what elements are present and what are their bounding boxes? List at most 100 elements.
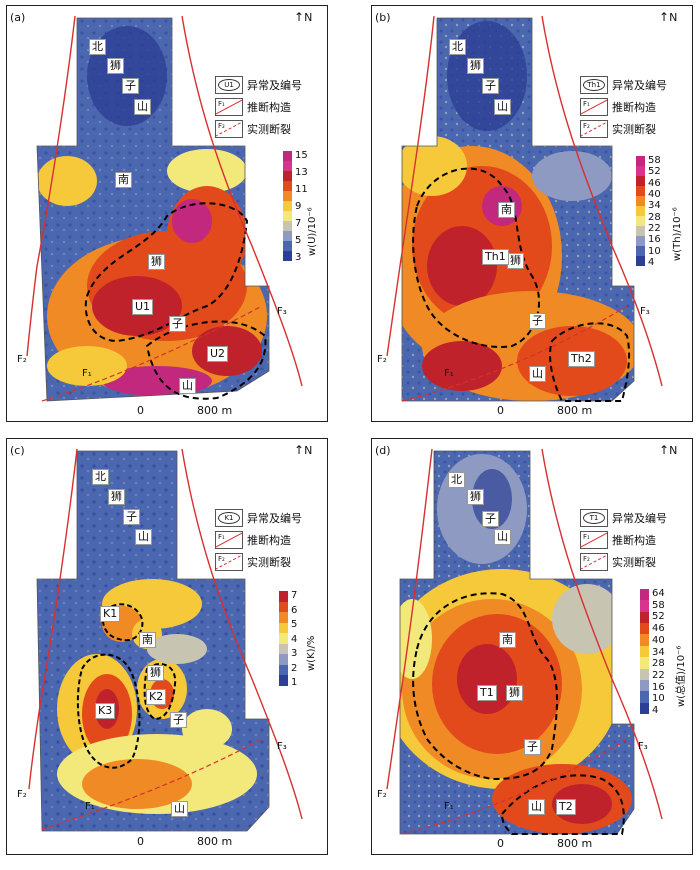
- colorbar-tick-label: 7: [291, 590, 298, 601]
- north-label: N: [304, 11, 313, 24]
- colorbar-tick-label: 10: [652, 693, 665, 705]
- place-name: 狮: [467, 58, 484, 74]
- fault-label: F₁: [82, 368, 92, 379]
- anomaly-label: T2: [556, 799, 576, 815]
- place-name: 南: [498, 202, 515, 218]
- colorbar-segment: [636, 196, 645, 206]
- scale-bar: 0 800 m: [135, 835, 245, 854]
- colorbar-segment: [636, 226, 645, 236]
- colorbar-tick-label: 1: [291, 677, 298, 688]
- fault-label: F₁: [444, 368, 454, 379]
- place-name: 山: [494, 529, 511, 545]
- colorbar-tick-label: 28: [652, 658, 665, 670]
- legend: K1 异常及编号 F₁ 推断构造 F₂ 实测断裂: [215, 507, 325, 573]
- place-name: 狮: [506, 685, 523, 701]
- colorbar-segment: [283, 211, 292, 221]
- colorbar-segment: [283, 191, 292, 201]
- fault-label: F₂: [17, 789, 27, 800]
- north-arrow: ↑N: [659, 443, 677, 457]
- colorbar-segment: [640, 611, 649, 624]
- panel-label: (d): [375, 444, 391, 457]
- panel-label: (a): [10, 11, 26, 24]
- north-arrow-icon: ↑: [294, 443, 305, 457]
- inferred-fault-icon: F₁: [580, 98, 608, 116]
- place-name: 南: [139, 632, 156, 648]
- inferred-fault-icon: F₁: [215, 98, 243, 116]
- legend: Th1 异常及编号 F₁ 推断构造 F₂ 实测断裂: [580, 74, 690, 140]
- place-name: 北: [92, 469, 109, 485]
- colorbar-tick-label: 9: [295, 201, 302, 212]
- colorbar-segment: [640, 600, 649, 612]
- legend-inferred: F₁ 推断构造: [580, 96, 690, 118]
- place-name: 狮: [147, 665, 164, 681]
- map-panel-d: (d) ↑N T1 异常及编号 F₁ 推断构造 F₂ 实测断裂 64 58 52 46 40 3…: [371, 438, 693, 855]
- north-arrow: ↑N: [294, 443, 312, 457]
- colorbar-segment: [640, 679, 649, 692]
- panel-label: (b): [375, 11, 391, 24]
- colorbar-segment: [636, 156, 645, 166]
- colorbar-segment: [283, 171, 292, 181]
- colorbar: [279, 591, 288, 686]
- colorbar-tick-label: 46: [648, 177, 661, 189]
- scale-end: 800 m: [557, 404, 593, 417]
- place-name: 狮: [107, 58, 124, 74]
- place-name: 子: [482, 511, 499, 527]
- colorbar-segment: [283, 221, 292, 231]
- colorbar-tick-label: 58: [648, 155, 661, 166]
- colorbar: [636, 156, 645, 266]
- north-label: N: [669, 444, 678, 457]
- colorbar-tick-label: 4: [648, 257, 655, 268]
- legend: U1 异常及编号 F₁ 推断构造 F₂ 实测断裂: [215, 74, 325, 140]
- colorbar-segment: [636, 236, 645, 246]
- north-arrow-icon: ↑: [659, 10, 670, 24]
- anomaly-outline-icon: T1: [580, 509, 608, 527]
- colorbar: [283, 151, 292, 261]
- colorbar: [640, 589, 649, 714]
- colorbar-segment: [283, 231, 292, 241]
- anomaly-outline-icon: U1: [215, 76, 243, 94]
- colorbar-segment: [636, 176, 645, 186]
- colorbar-segment: [279, 664, 288, 676]
- colorbar-tick-label: 7: [295, 218, 302, 229]
- colorbar-tick-label: 6: [291, 604, 298, 616]
- colorbar-tick-label: 40: [648, 189, 661, 200]
- colorbar-segment: [283, 161, 292, 171]
- measured-fault-icon: F₂: [215, 553, 243, 571]
- colorbar-tick-label: 5: [295, 235, 302, 246]
- colorbar-segment: [636, 206, 645, 216]
- colorbar-segment: [283, 251, 292, 261]
- legend-inferred: F₁ 推断构造: [215, 529, 325, 551]
- place-name: 子: [122, 78, 139, 94]
- colorbar-tick-label: 52: [652, 611, 665, 623]
- anomaly-outline-icon: Th1: [580, 76, 608, 94]
- place-name: 北: [448, 472, 465, 488]
- colorbar-tick-label: 58: [652, 599, 665, 611]
- legend-measured: F₂ 实测断裂: [215, 118, 325, 140]
- north-arrow: ↑N: [294, 10, 312, 24]
- place-name: 山: [528, 799, 545, 815]
- place-name: 狮: [507, 253, 524, 269]
- north-label: N: [669, 11, 678, 24]
- colorbar-segment: [283, 181, 292, 191]
- colorbar-tick-label: 3: [295, 252, 302, 263]
- fault-label: F₃: [638, 741, 648, 752]
- map-panel-c: (c) ↑N K1 异常及编号 F₁ 推断构造 F₂ 实测断裂 7 6 5 4 3 2 1 w(K…: [6, 438, 328, 855]
- fault-label: F₃: [277, 306, 287, 317]
- place-name: 子: [482, 78, 499, 94]
- colorbar-segment: [279, 622, 288, 634]
- inferred-fault-icon: F₁: [215, 531, 243, 549]
- colorbar-segment: [279, 675, 288, 686]
- scale-start: 0: [497, 404, 504, 417]
- colorbar-segment: [636, 186, 645, 196]
- legend-measured: F₂ 实测断裂: [580, 118, 690, 140]
- map-graphic-a: [26, 15, 303, 402]
- place-name: 子: [524, 739, 541, 755]
- measured-fault-icon: F₂: [580, 553, 608, 571]
- place-name: 南: [499, 632, 516, 648]
- legend-measured: F₂ 实测断裂: [215, 551, 325, 573]
- colorbar-tick-label: 64: [652, 588, 665, 599]
- anomaly-outline-icon: K1: [215, 509, 243, 527]
- colorbar-tick-label: 10: [648, 245, 661, 257]
- fault-label: F₁: [444, 801, 454, 812]
- colorbar-segment: [640, 657, 649, 669]
